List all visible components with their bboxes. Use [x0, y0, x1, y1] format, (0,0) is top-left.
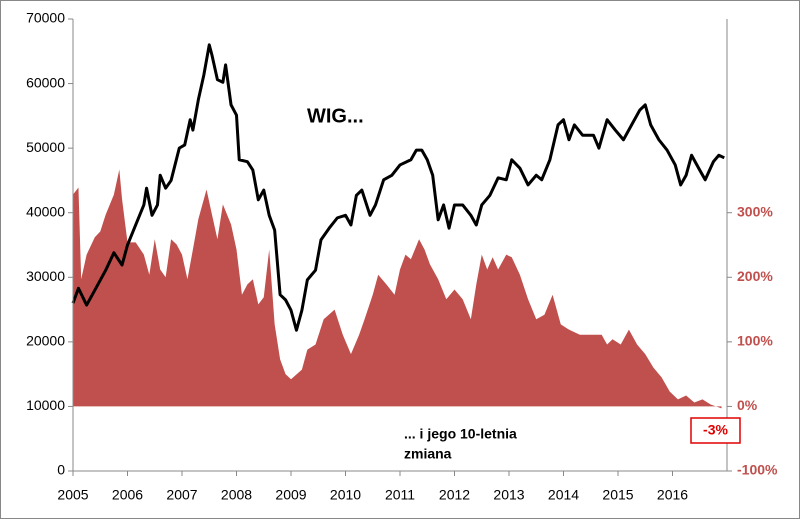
area	[73, 169, 722, 409]
x-tick-label: 2008	[221, 487, 252, 503]
y-tick-label: 0	[57, 462, 65, 478]
y-tick-label: 30000	[26, 268, 65, 284]
y-tick-label: 50000	[26, 139, 65, 155]
y-tick-label: 20000	[26, 333, 65, 349]
x-tick-label: 2015	[602, 487, 633, 503]
y-tick-label: 10000	[26, 397, 65, 413]
annotation: WIG...	[307, 105, 364, 127]
x-tick-label: 2016	[657, 487, 688, 503]
x-tick-label: 2011	[385, 487, 415, 503]
annotation: ... i jego 10-letnia	[404, 426, 517, 442]
line-layer	[71, 43, 725, 332]
x-tick-label: 2006	[112, 487, 143, 503]
x-tick-label: 2010	[330, 487, 361, 503]
y2-tick-label: 300%	[737, 203, 773, 219]
x-tick-label: 2009	[275, 487, 306, 503]
x-tick-label: 2007	[166, 487, 197, 503]
y-tick-label: 60000	[26, 74, 65, 90]
y2-tick-label: 100%	[737, 333, 773, 349]
axis-layer: 0 10000 20000 30000 40000 50000 60000 70000 -100…	[26, 10, 778, 503]
y-tick-label: 70000	[26, 10, 65, 26]
annotation: -3%	[703, 422, 728, 438]
label-box	[690, 417, 741, 444]
x-tick-label: 2013	[493, 487, 524, 503]
y2-tick-label: -100%	[737, 462, 778, 478]
annotation: zmiana	[404, 446, 452, 462]
area-layer	[73, 169, 722, 409]
y-tick-label: 40000	[26, 203, 65, 219]
y2-tick-label: 0%	[737, 397, 758, 413]
x-tick-label: 2005	[57, 487, 88, 503]
x-tick-label: 2014	[548, 487, 579, 503]
line	[71, 43, 725, 332]
x-tick-label: 2012	[439, 487, 470, 503]
y2-tick-label: 200%	[737, 268, 773, 284]
